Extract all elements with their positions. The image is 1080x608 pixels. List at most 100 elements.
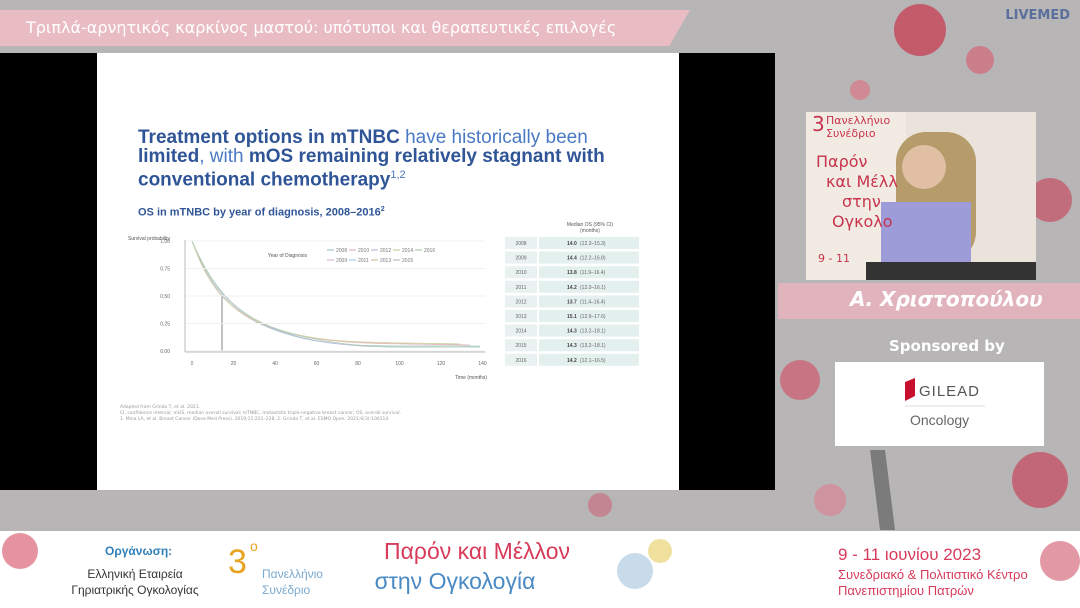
logo: GILEAD Oncology (905, 378, 985, 428)
banner-text: 3 (812, 112, 825, 136)
x-tick-label: 60 (314, 361, 320, 367)
slide-headline: Treatment options in mTNBC have historic… (138, 128, 638, 189)
legend-label: 2013 (380, 258, 391, 264)
x-tick-label: 0 (191, 361, 194, 367)
footnote: CI, confidence interval; mOS, median ove… (120, 411, 402, 416)
table-median: 13.8 (567, 270, 577, 276)
headline-part: Treatment options in mTNBC (138, 127, 400, 148)
venue: Πανεπιστημίου Πατρών (838, 583, 974, 598)
table-row (505, 266, 537, 279)
x-tick-label: 100 (395, 361, 404, 367)
brand: LIVEMED (1005, 8, 1070, 23)
legend-label: 2010 (358, 248, 369, 254)
table-median: 14.3 (567, 343, 577, 349)
speaker-band (778, 283, 1080, 319)
subtitle-text: OS in mTNBC by year of diagnosis, 2008–2… (138, 206, 381, 219)
table-row (505, 324, 537, 337)
sponsor-logo: GILEAD Oncology (835, 362, 1044, 446)
y-tick-label: 0.50 (160, 294, 170, 300)
banner-text: Συνέδριο (826, 127, 876, 140)
table-median: 14.2 (567, 358, 577, 364)
legend-label: 2009 (336, 258, 347, 264)
table-median: 14.0 (567, 241, 577, 247)
subtitle-ref: 2 (380, 206, 385, 213)
table-ci: (12.3–15.3) (580, 241, 606, 247)
edition: 3 (228, 543, 247, 581)
table-median: 14.3 (567, 329, 577, 335)
y-tick-label: 0.75 (160, 267, 170, 273)
video-scene (806, 112, 1036, 280)
table-row (539, 295, 639, 308)
table-row (539, 310, 639, 322)
table-row (505, 251, 537, 264)
table-ci: (11.4–16.4) (580, 299, 606, 305)
sponsor-name: GILEAD (919, 383, 980, 400)
table-row (539, 237, 639, 249)
table-header: (months) (580, 228, 600, 234)
table-ci: (12.1–16.5) (580, 358, 606, 364)
table-row (539, 266, 639, 279)
table-row (539, 324, 639, 337)
organizer: Ελληνική Εταιρεία (87, 567, 182, 581)
survival-chart: Survival probability Time (months) Year … (128, 222, 639, 381)
speaker-video (806, 112, 1036, 280)
banner-text: στην (842, 192, 881, 211)
banner-text: Ογκολο (832, 212, 893, 231)
sponsor-label: Sponsored by (889, 337, 1005, 355)
x-tick-label: 140 (478, 361, 487, 367)
table-row (505, 280, 537, 293)
table-header: Median OS (95% CI) (567, 222, 613, 228)
legend-label: 2011 (358, 258, 369, 264)
title-banner (0, 10, 690, 46)
venue: Συνεδριακό & Πολιτιστικό Κέντρο (838, 567, 1028, 582)
table-year: 2011 (516, 285, 527, 291)
y-tick-label: 0.25 (160, 322, 170, 328)
congress: Συνέδριο (262, 583, 311, 597)
y-tick-label: 0.00 (160, 349, 170, 355)
x-tick-label: 120 (437, 361, 446, 367)
table-year: 2013 (515, 314, 526, 320)
edition-suffix: ο (250, 538, 258, 554)
theme: Παρόν και Μέλλον (384, 538, 570, 564)
legend-label: 2016 (424, 248, 435, 254)
table-ci: (12.0–16.1) (580, 285, 606, 291)
x-axis-label: Time (months) (455, 375, 487, 381)
table-median: 14.2 (567, 285, 577, 291)
table-row (505, 310, 537, 322)
organizer: Γηριατρικής Ογκολογίας (71, 583, 198, 597)
table-ci: (13.2–18.1) (580, 329, 606, 335)
table-row (505, 295, 537, 308)
x-tick-label: 80 (355, 361, 361, 367)
table-ci: (11.9–16.4) (580, 270, 606, 276)
footer-art: Οργάνωση: Ελληνική Εταιρεία Γηριατρικής … (2, 533, 1080, 598)
table-year: 2009 (515, 256, 526, 262)
banner-text: Πανελλήνιο (826, 114, 891, 127)
x-tick-label: 40 (272, 361, 278, 367)
y-axis-label: Survival probability (128, 236, 170, 242)
legend-title: Year of Diagnosis (268, 253, 308, 259)
legend-label: 2008 (336, 248, 347, 254)
survival-curves (191, 240, 481, 348)
table-row (505, 353, 537, 366)
banner-text: Παρόν (816, 152, 868, 171)
headline-ref: 1,2 (390, 169, 406, 181)
table-ci: (12.2–16.8) (580, 256, 606, 262)
table-year: 2015 (515, 343, 526, 349)
headline-part: , with (199, 146, 249, 167)
table-row (539, 339, 639, 352)
footnotes: Adapted from Grinda T, et al. 2021. CI, c… (120, 405, 401, 423)
y-tick-label: 1.00 (160, 239, 170, 245)
table-ci: (12.9–17.6) (580, 314, 606, 320)
legend-label: 2014 (402, 248, 413, 254)
table-year: 2010 (515, 270, 526, 276)
footnote: 1. Mina LA, et al. Breast Cancer (Dove M… (120, 417, 390, 422)
table-year: 2008 (515, 241, 526, 247)
table-row (505, 339, 537, 352)
footer: Οργάνωση: Ελληνική Εταιρεία Γηριατρικής … (0, 531, 1080, 608)
organizer-label: Οργάνωση: (105, 544, 172, 558)
table-ci: (13.2–18.1) (580, 343, 606, 349)
headline-part: have historically been (399, 127, 588, 148)
table-row (539, 251, 639, 264)
